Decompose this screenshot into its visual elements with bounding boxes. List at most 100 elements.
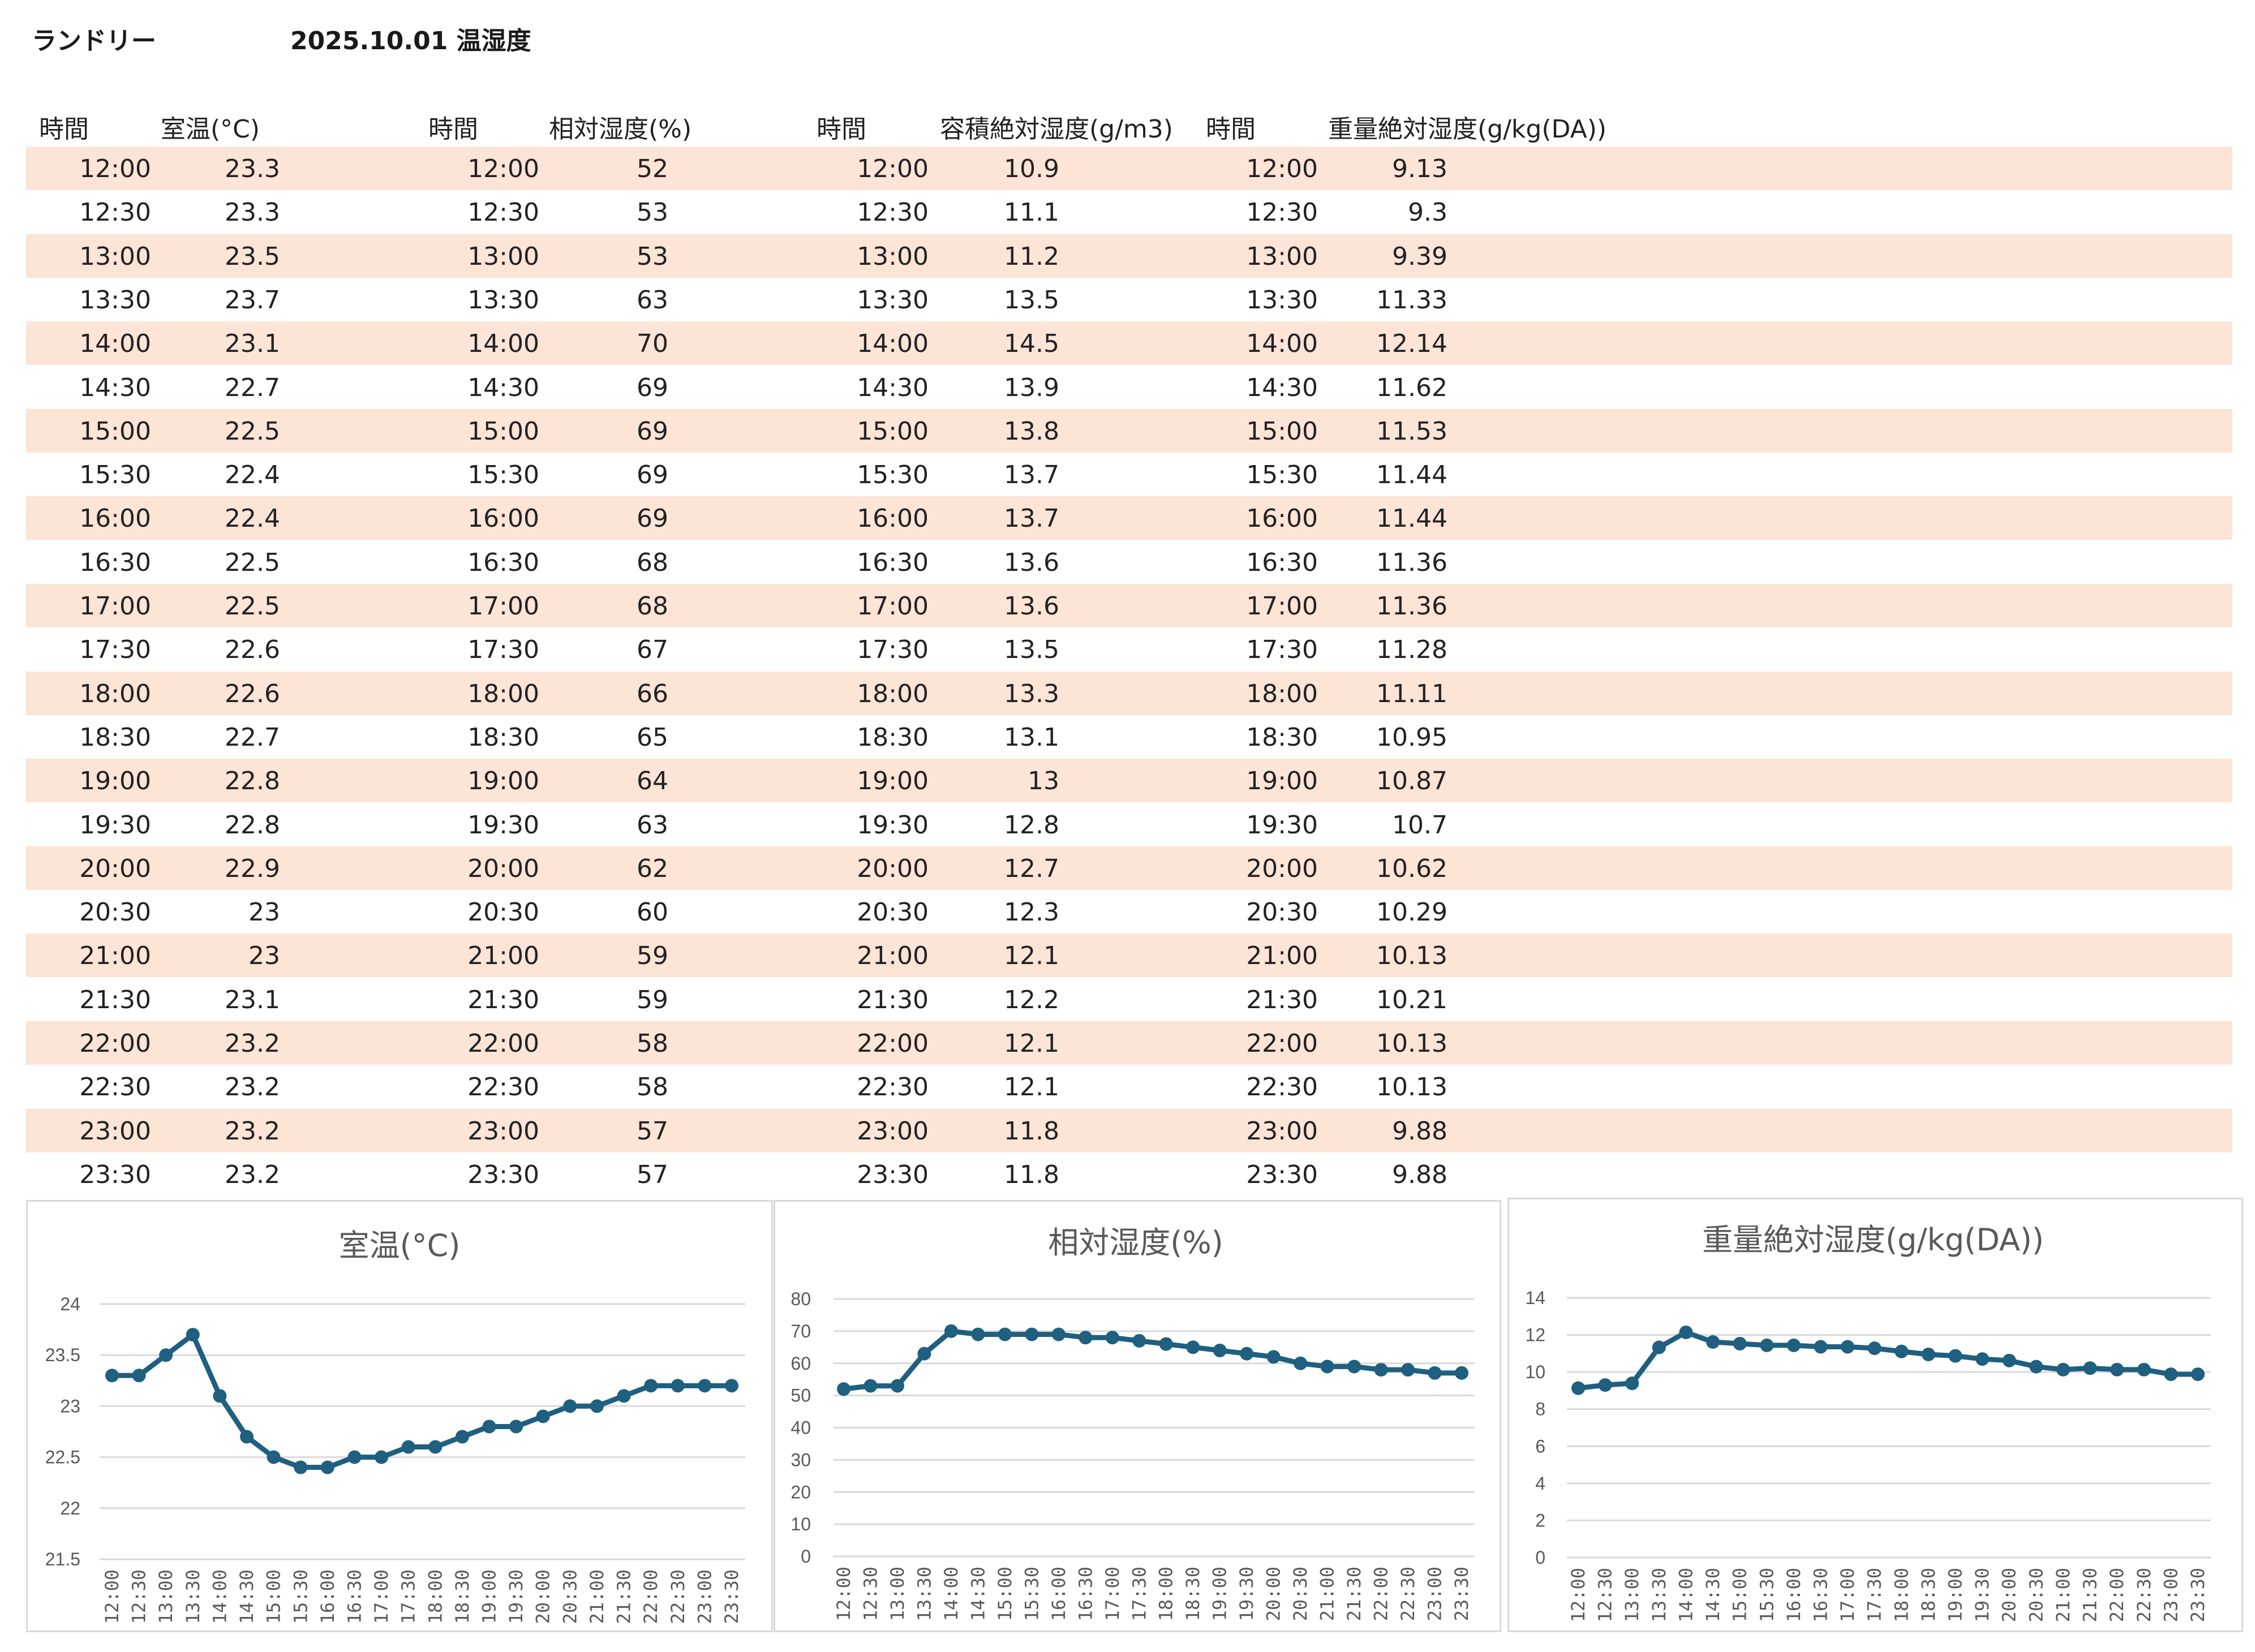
time-cell: 14:00 [467, 329, 539, 359]
x-tick-label: 20:30 [2025, 1568, 2047, 1622]
time-cell: 16:30 [1246, 548, 1318, 577]
table-row: 14:30 22.7 14:30 69 14:30 13.9 14:30 11.62 [26, 365, 2232, 409]
volumetric_humidity-cell: 13.8 [1004, 416, 1059, 446]
x-tick-label: 19:30 [505, 1569, 527, 1624]
temperature-cell: 23.1 [225, 329, 280, 359]
x-tick-label: 15:00 [1729, 1568, 1751, 1622]
time-cell: 23:00 [1246, 1116, 1318, 1146]
column-header: 相対湿度(%) [549, 115, 692, 144]
y-tick-label: 20 [791, 1482, 811, 1502]
x-tick-label: 23:30 [2187, 1568, 2209, 1622]
x-tick-label: 18:30 [452, 1569, 473, 1624]
time-cell: 18:00 [1246, 679, 1318, 708]
y-tick-label: 21.5 [45, 1549, 80, 1569]
data-point [428, 1440, 443, 1454]
data-point [1428, 1366, 1442, 1380]
temperature-cell: 23.2 [225, 1116, 280, 1146]
time-cell: 15:30 [79, 461, 151, 490]
data-point [1841, 1340, 1855, 1354]
x-tick-label: 20:30 [1290, 1567, 1311, 1621]
x-tick-label: 16:30 [1810, 1568, 1831, 1622]
x-tick-label: 15:30 [1756, 1568, 1777, 1622]
relative_humidity-cell: 63 [637, 810, 668, 840]
x-tick-label: 19:30 [1236, 1567, 1257, 1621]
x-tick-label: 23:00 [694, 1569, 715, 1624]
table-row: 20:30 23 20:30 60 20:30 12.3 20:30 10.29 [26, 890, 2232, 933]
x-tick-label: 19:00 [479, 1569, 500, 1624]
time-cell: 18:30 [1246, 722, 1318, 752]
data-point [1132, 1333, 1146, 1348]
volumetric_humidity-cell: 13.5 [1004, 285, 1059, 315]
relative_humidity-cell: 62 [637, 854, 668, 883]
temperature-cell: 22.8 [225, 810, 280, 840]
x-tick-label: 22:00 [2106, 1568, 2128, 1622]
x-tick-label: 15:30 [290, 1569, 311, 1624]
relative_humidity-cell: 65 [637, 722, 668, 752]
data-point [698, 1379, 712, 1393]
x-tick-label: 20:00 [1999, 1568, 2020, 1622]
data-point [944, 1324, 958, 1338]
x-tick-label: 12:30 [1595, 1568, 1616, 1622]
x-tick-label: 23:00 [2160, 1568, 2181, 1622]
mass_humidity-cell: 10.29 [1376, 898, 1448, 927]
data-point [1895, 1344, 1909, 1358]
time-cell: 13:00 [1246, 242, 1318, 271]
x-tick-label: 21:00 [1317, 1567, 1338, 1621]
data-point [1186, 1340, 1200, 1354]
temperature-cell: 22.5 [225, 548, 280, 577]
x-tick-label: 20:00 [1263, 1567, 1285, 1621]
relative_humidity-cell: 63 [637, 285, 668, 315]
temperature-cell: 22.6 [225, 679, 280, 708]
data-point [1079, 1331, 1093, 1345]
volumetric_humidity-cell: 13.7 [1004, 504, 1059, 534]
table-row: 23:00 23.2 23:00 57 23:00 11.8 23:00 9.88 [26, 1108, 2232, 1152]
data-point [1240, 1346, 1254, 1361]
volumetric_humidity-cell: 13.5 [1004, 635, 1059, 665]
data-point [890, 1379, 904, 1393]
x-tick-label: 12:00 [833, 1567, 854, 1621]
column-header: 時間 [428, 115, 478, 144]
x-tick-label: 17:00 [371, 1569, 392, 1624]
mass_humidity-cell: 11.44 [1376, 504, 1448, 534]
relative_humidity-cell: 68 [637, 592, 668, 621]
time-cell: 13:00 [79, 242, 151, 271]
y-tick-label: 23.5 [45, 1345, 80, 1365]
x-tick-label: 22:00 [640, 1569, 662, 1624]
x-tick-label: 14:30 [1702, 1568, 1724, 1622]
y-tick-label: 4 [1535, 1473, 1545, 1494]
x-tick-label: 14:00 [209, 1569, 230, 1624]
x-tick-label: 15:30 [1021, 1567, 1042, 1621]
mass_humidity-cell: 11.36 [1376, 592, 1448, 621]
time-cell: 14:00 [79, 329, 151, 359]
time-cell: 22:00 [467, 1029, 539, 1058]
data-point [864, 1379, 878, 1393]
time-cell: 21:00 [467, 941, 539, 971]
mass_humidity-cell: 9.88 [1392, 1160, 1448, 1189]
volumetric_humidity-cell: 13.6 [1004, 592, 1059, 621]
data-point [1867, 1341, 1882, 1356]
time-cell: 22:30 [79, 1073, 151, 1102]
data-point [1374, 1363, 1388, 1377]
time-cell: 19:00 [857, 767, 929, 796]
data-point [1266, 1350, 1281, 1364]
y-tick-label: 0 [801, 1546, 811, 1567]
relative_humidity-cell: 68 [637, 548, 668, 577]
column-header: 容積絶対湿度(g/m3) [940, 115, 1173, 144]
time-cell: 22:00 [857, 1029, 929, 1058]
data-point [1347, 1360, 1361, 1374]
x-tick-label: 14:30 [967, 1567, 989, 1621]
time-cell: 23:30 [857, 1160, 929, 1189]
time-cell: 14:00 [857, 329, 929, 359]
x-tick-label: 16:00 [317, 1569, 338, 1624]
x-tick-label: 20:30 [559, 1569, 581, 1624]
x-tick-label: 12:30 [860, 1567, 881, 1621]
temperature-cell: 23.1 [225, 985, 280, 1014]
x-tick-label: 18:00 [1156, 1567, 1177, 1621]
table-row: 15:30 22.4 15:30 69 15:30 13.7 15:30 11.44 [26, 453, 2232, 496]
time-cell: 19:00 [1246, 767, 1318, 796]
x-tick-label: 17:00 [1102, 1567, 1123, 1621]
time-cell: 21:30 [1246, 985, 1318, 1014]
x-tick-label: 22:00 [1371, 1567, 1392, 1621]
data-point [1975, 1352, 1990, 1366]
relative_humidity-cell: 66 [637, 679, 668, 708]
